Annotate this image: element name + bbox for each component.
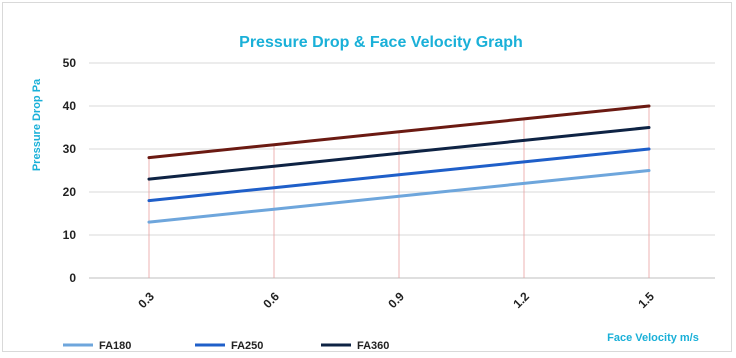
x-tick-label: 1.2 (510, 289, 532, 311)
legend-label: FA250 (231, 340, 263, 351)
legend-label: FA180 (99, 340, 131, 351)
y-tick-label: 50 (63, 56, 77, 70)
chart-title: Pressure Drop & Face Velocity Graph (239, 34, 523, 51)
x-tick-label: 0.9 (385, 289, 407, 311)
series-lines (147, 104, 651, 224)
y-tick-label: 10 (63, 228, 77, 242)
y-tick-label: 30 (63, 142, 77, 156)
x-tick-label: 0.3 (135, 289, 157, 311)
grid-lines (89, 62, 715, 279)
x-axis-label: Face Velocity m/s (607, 332, 699, 344)
y-tick-label: 40 (63, 99, 77, 113)
legend: FA180 FA250 FA360 (63, 340, 389, 351)
series-line (147, 147, 651, 203)
series-line (147, 169, 651, 224)
pressure-velocity-chart: Pressure Drop & Face Velocity Graph Pres… (31, 34, 715, 351)
series-line (147, 104, 651, 160)
legend-label: FA360 (357, 340, 389, 351)
y-tick-label: 0 (69, 271, 76, 285)
y-tick-labels: 0 10 20 30 40 50 (63, 56, 77, 285)
chart-container: Pressure Drop & Face Velocity Graph Pres… (2, 2, 732, 352)
series-line (147, 126, 651, 181)
x-tick-label: 0.6 (260, 289, 282, 311)
y-axis-label: Pressure Drop Pa (31, 78, 43, 171)
x-tick-label: 1.5 (635, 289, 657, 311)
y-tick-label: 20 (63, 185, 77, 199)
x-tick-labels: 0.3 0.6 0.9 1.2 1.5 (135, 289, 657, 311)
